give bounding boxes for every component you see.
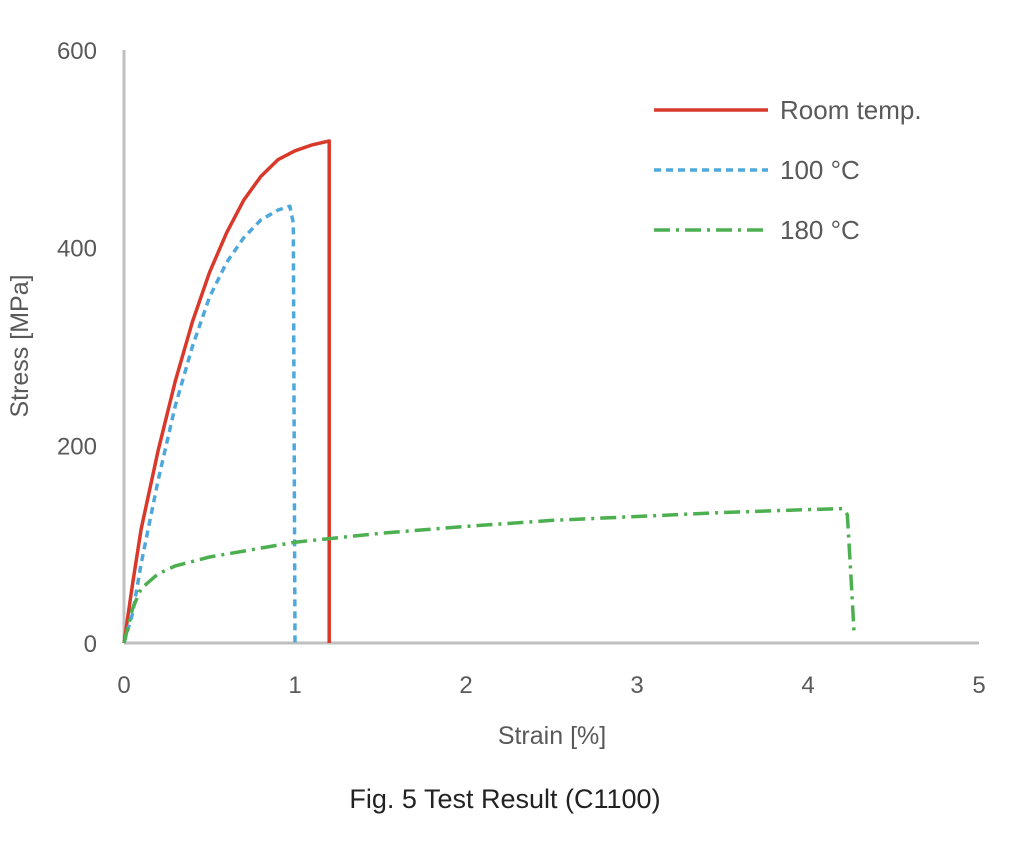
y-tick-label: 0	[84, 631, 97, 658]
x-tick-label: 1	[288, 672, 301, 699]
x-tick-label: 0	[117, 672, 130, 699]
legend-label: 180 °C	[780, 215, 860, 245]
y-tick-label: 600	[57, 38, 97, 65]
series-line-room-temp	[122, 139, 331, 644]
legend: Room temp. 100 °C 180 °C	[654, 95, 922, 245]
series-line-100-c	[122, 204, 297, 644]
legend-label: Room temp.	[780, 95, 922, 125]
y-axis-label: Stress [MPa]	[6, 274, 34, 417]
x-tick-label: 5	[972, 672, 985, 699]
x-axis-label: Strain [%]	[498, 722, 606, 750]
axes: 0 1 2 3 4 5 0 200 400 600	[57, 38, 986, 699]
series-lines	[122, 139, 856, 644]
y-tick-label: 400	[57, 236, 97, 263]
x-tick-label: 3	[630, 672, 643, 699]
x-tick-label: 2	[459, 672, 472, 699]
legend-label: 100 °C	[780, 155, 860, 185]
figure-caption: Fig. 5 Test Result (C1100)	[349, 784, 661, 814]
x-tick-label: 4	[801, 672, 814, 699]
y-tick-label: 200	[57, 433, 97, 460]
series-line-180-c	[122, 506, 856, 644]
